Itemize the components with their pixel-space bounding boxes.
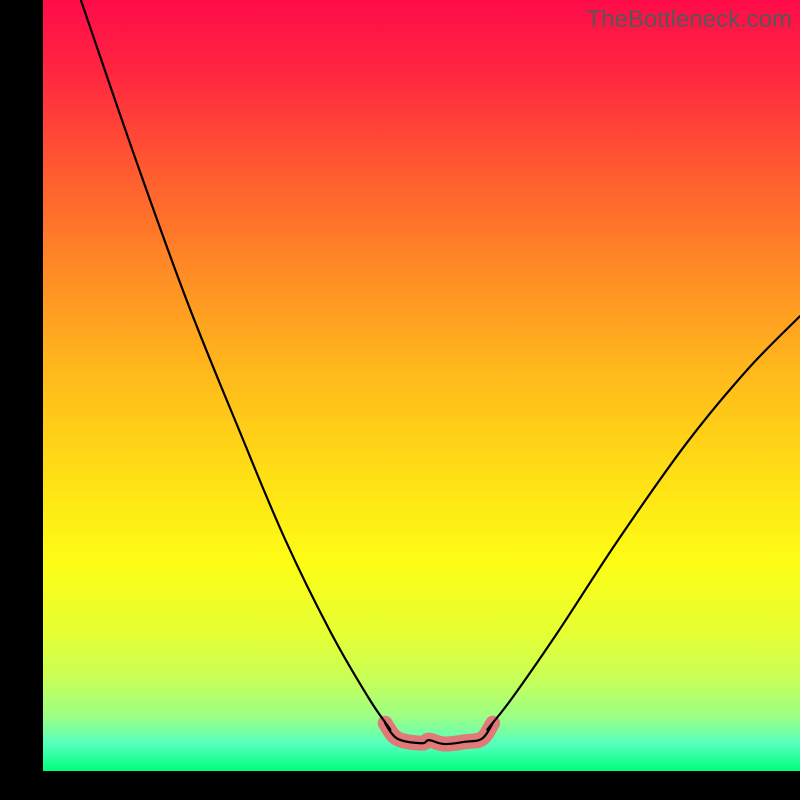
bottleneck-chart: TheBottleneck.com (0, 0, 800, 800)
watermark-text: TheBottleneck.com (587, 6, 792, 34)
plot-area (43, 0, 800, 771)
curve-layer (43, 0, 800, 771)
v-curve (81, 0, 800, 744)
